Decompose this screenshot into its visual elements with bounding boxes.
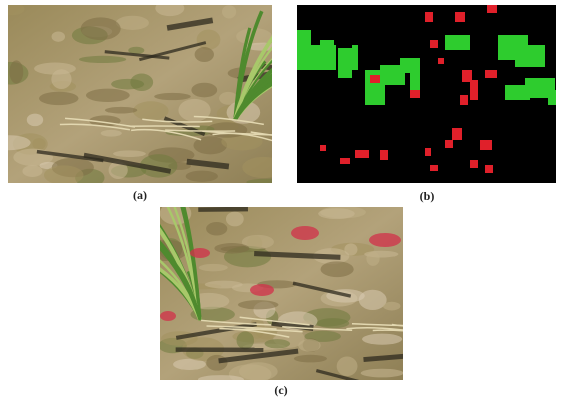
detected-weed [190, 248, 210, 258]
soil-patch [362, 334, 402, 345]
soil-patch [198, 375, 244, 384]
soil-patch [246, 179, 293, 186]
weed-pixels [445, 140, 453, 148]
detected-weed [250, 284, 274, 296]
detected-weed [291, 226, 319, 240]
weed-pixels [452, 128, 462, 140]
figure: (a) (b) (c) [0, 0, 561, 400]
weed-pixels [438, 58, 444, 64]
weed-pixels [410, 90, 420, 98]
crop-pixels [352, 45, 358, 70]
soil-patch [9, 60, 23, 83]
soil-patch [130, 74, 153, 91]
soil-patch [195, 47, 214, 62]
soil-patch [205, 281, 243, 289]
panel-b-mask [297, 5, 556, 183]
soil-patch [242, 157, 284, 178]
weed-pixels [470, 80, 478, 100]
detected-weed [160, 311, 176, 321]
weed-pixels [485, 70, 497, 78]
soil-patch [298, 339, 320, 351]
soil-patch [318, 208, 355, 219]
soil-patch [337, 356, 358, 376]
weed-pixels [425, 148, 431, 156]
soil-patch [44, 165, 84, 184]
soil-patch [222, 5, 236, 18]
soil-patch [178, 99, 210, 122]
soil-patch [39, 92, 79, 105]
shadow [198, 209, 248, 210]
soil-patch [344, 243, 357, 255]
page: (a) (b) (c) (() => { const data = JSON.p… [0, 0, 561, 400]
soil-patch [206, 355, 227, 371]
weed-pixels [480, 140, 492, 150]
soil-patch [86, 89, 130, 102]
weed-pixels [380, 150, 388, 160]
soil-patch [294, 355, 327, 363]
weed-pixels [355, 150, 369, 158]
soil-patch [383, 302, 400, 311]
panel-label: (c) [274, 383, 287, 397]
weed-pixels [460, 95, 468, 105]
soil-patch [51, 69, 71, 89]
crop-pixels [515, 45, 545, 67]
soil-patch [22, 165, 42, 177]
weed-pixels [430, 165, 438, 171]
panel-a-photo [0, 0, 321, 187]
crop-pixels [445, 35, 470, 50]
weed-pixels [485, 165, 493, 173]
soil-patch [154, 93, 191, 100]
soil-patch [317, 318, 349, 328]
soil-patch [116, 16, 149, 30]
panel-c-overlay [134, 193, 462, 384]
crop-pixels [297, 30, 311, 70]
soil-patch [101, 130, 122, 137]
crop-pixels [320, 40, 334, 50]
detected-weed [369, 233, 401, 247]
soil-patch [238, 300, 279, 309]
weed-pixels [455, 12, 465, 22]
straw [130, 126, 200, 127]
soil-patch [186, 171, 218, 182]
weed-pixels [370, 75, 380, 83]
weed-pixels [487, 5, 497, 13]
panel-label: (a) [133, 188, 147, 202]
weed-pixels [425, 12, 433, 22]
soil-patch [197, 29, 221, 49]
soil-patch [199, 264, 228, 271]
soil-patch [361, 369, 404, 378]
soil-patch [81, 17, 121, 40]
soil-patch [206, 222, 227, 235]
soil-patch [105, 107, 137, 114]
soil-patch [79, 56, 126, 63]
soil-patch [113, 150, 146, 157]
soil-patch [237, 331, 255, 349]
soil-patch [155, 0, 184, 16]
soil-patch [52, 31, 65, 41]
soil-patch [27, 114, 43, 127]
soil-patch [265, 339, 291, 348]
soil-patch [229, 364, 272, 384]
soil-patch [0, 3, 24, 16]
weed-pixels [470, 160, 478, 168]
weed-pixels [430, 40, 438, 48]
soil-patch [321, 261, 354, 277]
soil-patch [226, 212, 244, 227]
crop-pixels [338, 48, 352, 78]
soil-patch [191, 83, 217, 98]
soil-patch [133, 101, 169, 120]
soil-patch [366, 251, 379, 265]
weed-pixels [320, 145, 326, 151]
soil-patch [214, 243, 249, 254]
soil-patch [359, 290, 387, 310]
crop-pixels [548, 90, 556, 105]
weed-pixels [340, 158, 350, 164]
panel-label: (b) [420, 189, 435, 203]
